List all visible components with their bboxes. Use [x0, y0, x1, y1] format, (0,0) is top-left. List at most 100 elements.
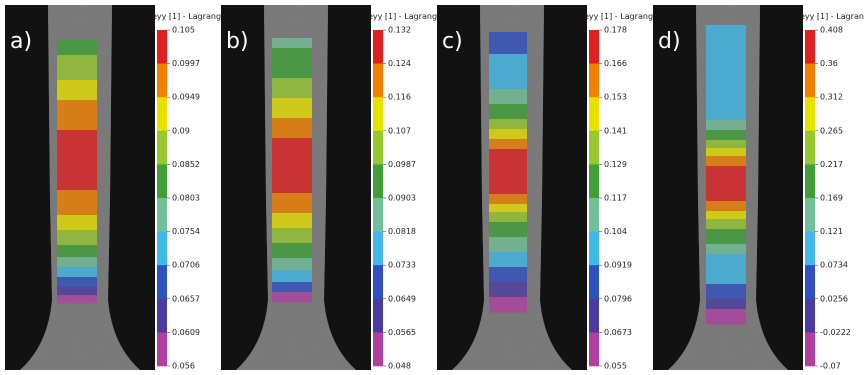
colorbar-segment — [805, 63, 815, 98]
strain-band — [489, 32, 527, 55]
strain-field — [57, 40, 97, 304]
strain-band — [706, 284, 746, 300]
colorbar-segment — [589, 332, 599, 367]
strain-band — [489, 252, 527, 268]
colorbar-segment — [589, 198, 599, 232]
colorbar-segment — [157, 63, 167, 98]
strain-band — [57, 55, 97, 81]
colorbar-segment — [373, 265, 383, 300]
strain-band — [57, 257, 97, 268]
strain-band — [57, 100, 97, 131]
colorbar-tick-label: 0.0919 — [604, 261, 632, 270]
strain-field — [489, 32, 527, 313]
strain-band — [272, 118, 312, 139]
panel: a) eyy [1] - Lagrange 0.105 0.0997 0.0949 0.0… — [5, 5, 226, 371]
colorbar-segment — [373, 130, 383, 165]
colorbar-tick-label: 0.129 — [604, 160, 627, 169]
colorbar-segment — [589, 231, 599, 266]
colorbar-tick-label: 0.117 — [604, 194, 627, 203]
colorbar-segment — [373, 30, 383, 64]
strain-band — [706, 254, 746, 285]
strain-band — [706, 201, 746, 212]
strain-band — [706, 148, 746, 157]
colorbar-tick-label: 0.36 — [820, 59, 838, 68]
colorbar-tick-label: 0.166 — [604, 59, 627, 68]
strain-band — [272, 38, 312, 49]
colorbar-tick-label: 0.132 — [388, 26, 411, 35]
strain-band — [57, 277, 97, 288]
colorbar-tick-label: 0.0997 — [172, 59, 200, 68]
colorbar-segment — [805, 332, 815, 367]
strain-band — [489, 89, 527, 105]
colorbar-tick-label: 0.0565 — [388, 328, 416, 337]
strain-band — [706, 211, 746, 220]
strain-band — [272, 228, 312, 244]
strain-band — [272, 258, 312, 271]
colorbar-segment — [589, 265, 599, 300]
panel: b) eyy [1] - Lagrange 0.132 0.124 0.116 0.107… — [221, 5, 442, 371]
panel-label: c) — [442, 29, 463, 54]
strain-band — [272, 282, 312, 293]
colorbar-tick-label: 0.217 — [820, 160, 843, 169]
colorbar-segment — [157, 298, 167, 333]
strain-band — [272, 213, 312, 229]
panel: d) eyy [1] - Lagrange 0.408 0.36 0.312 0.265 0… — [653, 5, 864, 371]
strain-band — [489, 267, 527, 283]
colorbar-tick-label: 0.0754 — [172, 227, 200, 236]
colorbar-tick-label: 0.408 — [820, 26, 843, 35]
strain-band — [272, 292, 312, 303]
colorbar-tick-label: 0.0733 — [388, 261, 416, 270]
strain-band — [489, 194, 527, 205]
panel: c) eyy [1] - Lagrange 0.178 0.166 0.153 0.141… — [437, 5, 658, 371]
colorbar-title: eyy [1] - Lagrange — [800, 12, 864, 21]
strain-band — [489, 104, 527, 120]
colorbar-tick-label: 0.0657 — [172, 294, 200, 303]
strain-band — [57, 295, 97, 304]
strain-band — [489, 222, 527, 238]
colorbar-tick-label: 0.0673 — [604, 328, 632, 337]
colorbar-segment — [805, 231, 815, 266]
colorbar-segment — [805, 198, 815, 232]
colorbar-segment — [805, 30, 815, 64]
colorbar-tick-label: 0.0734 — [820, 261, 848, 270]
strain-band — [489, 129, 527, 140]
strain-band — [57, 267, 97, 278]
colorbar-segment — [373, 332, 383, 367]
strain-band — [706, 25, 746, 121]
strain-band — [489, 54, 527, 90]
strain-band — [489, 282, 527, 298]
colorbar-tick-label: 0.178 — [604, 26, 627, 35]
colorbar-tick-label: 0.048 — [388, 362, 411, 371]
colorbar-tick-label: 0.0803 — [172, 194, 200, 203]
colorbar-segment — [589, 298, 599, 333]
strain-band — [706, 309, 746, 325]
colorbar-tick-label: 0.124 — [388, 59, 411, 68]
colorbar-segment — [805, 130, 815, 165]
strain-band — [272, 138, 312, 194]
colorbar-tick-label: 0.153 — [604, 93, 627, 102]
strain-band — [489, 212, 527, 223]
colorbar-tick-label: -0.07 — [820, 362, 841, 371]
strain-band — [489, 119, 527, 130]
colorbar-segment — [589, 130, 599, 165]
strain-band — [57, 230, 97, 246]
colorbar-tick-label: 0.0649 — [388, 294, 416, 303]
colorbar-segment — [805, 97, 815, 132]
strain-band — [57, 287, 97, 296]
strain-band — [706, 299, 746, 310]
strain-band — [489, 139, 527, 150]
strain-band — [489, 237, 527, 253]
strain-band — [57, 215, 97, 231]
colorbar-segment — [589, 97, 599, 132]
colorbar-tick-label: 0.265 — [820, 126, 843, 135]
colorbar-tick-label: 0.055 — [604, 362, 627, 371]
strain-band — [272, 48, 312, 79]
colorbar-segment — [589, 164, 599, 199]
colorbar-title: eyy [1] - Lagrange — [152, 12, 226, 21]
colorbar-segment — [157, 30, 167, 64]
colorbar-tick-label: 0.107 — [388, 126, 411, 135]
colorbar-tick-label: 0.0609 — [172, 328, 200, 337]
colorbar-segment — [157, 332, 167, 367]
colorbar-segment — [805, 265, 815, 300]
colorbar-tick-label: 0.116 — [388, 93, 411, 102]
